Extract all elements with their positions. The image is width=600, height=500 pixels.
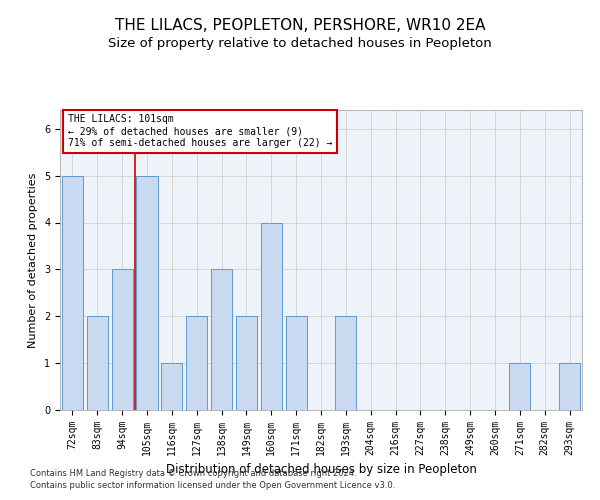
Bar	[87, 316, 108, 410]
Bar	[62, 176, 83, 410]
Text: THE LILACS: 101sqm
← 29% of detached houses are smaller (9)
71% of semi-detached: THE LILACS: 101sqm ← 29% of detached hou…	[68, 114, 332, 148]
X-axis label: Distribution of detached houses by size in Peopleton: Distribution of detached houses by size …	[166, 464, 476, 476]
Bar	[186, 316, 207, 410]
Text: Contains public sector information licensed under the Open Government Licence v3: Contains public sector information licen…	[30, 481, 395, 490]
Text: THE LILACS, PEOPLETON, PERSHORE, WR10 2EA: THE LILACS, PEOPLETON, PERSHORE, WR10 2E…	[115, 18, 485, 32]
Y-axis label: Number of detached properties: Number of detached properties	[28, 172, 38, 348]
Bar	[136, 176, 158, 410]
Bar	[335, 316, 356, 410]
Bar	[261, 222, 282, 410]
Bar	[211, 270, 232, 410]
Bar	[559, 363, 580, 410]
Text: Size of property relative to detached houses in Peopleton: Size of property relative to detached ho…	[108, 38, 492, 51]
Bar	[112, 270, 133, 410]
Bar	[161, 363, 182, 410]
Bar	[509, 363, 530, 410]
Bar	[286, 316, 307, 410]
Text: Contains HM Land Registry data © Crown copyright and database right 2024.: Contains HM Land Registry data © Crown c…	[30, 468, 356, 477]
Bar	[236, 316, 257, 410]
